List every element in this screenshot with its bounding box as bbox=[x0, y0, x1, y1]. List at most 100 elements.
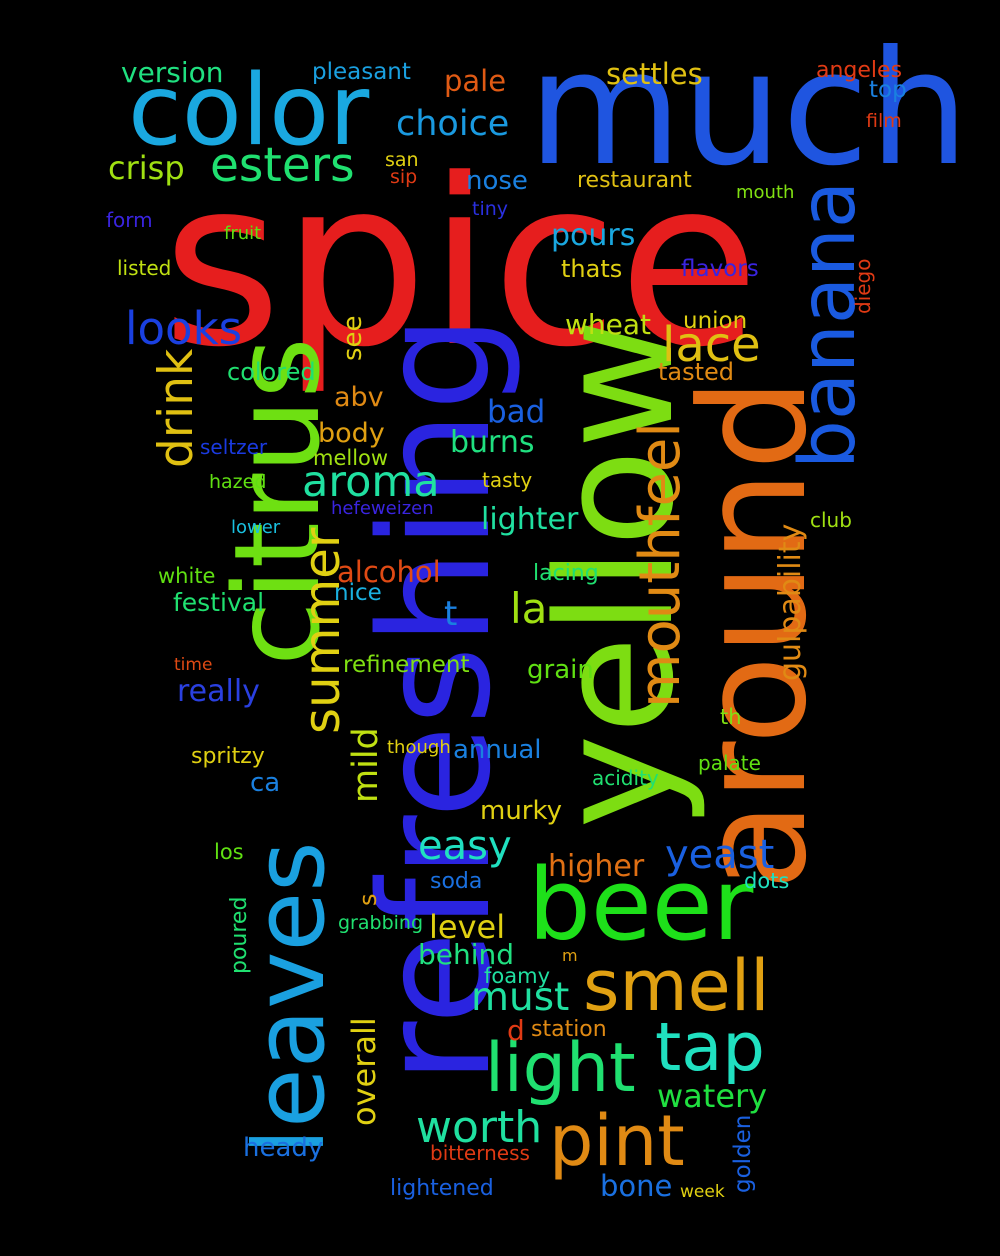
word-lacing: lacing bbox=[533, 561, 599, 586]
word-lightened: lightened bbox=[390, 1176, 494, 1201]
word-abv: abv bbox=[334, 382, 384, 413]
word-version: version bbox=[121, 56, 224, 89]
word-smell: smell bbox=[583, 945, 770, 1027]
word-station: station bbox=[531, 1017, 607, 1042]
word-watery: watery bbox=[657, 1077, 768, 1115]
word-mild: mild bbox=[346, 727, 386, 803]
word-pint: pint bbox=[549, 1100, 685, 1182]
word-color: color bbox=[128, 54, 370, 168]
word-pleasant: pleasant bbox=[312, 59, 411, 85]
word-hefeweizen: hefeweizen bbox=[331, 498, 434, 519]
word-bad: bad bbox=[487, 394, 546, 430]
word-hazed: hazed bbox=[209, 471, 267, 493]
word-pours: pours bbox=[551, 218, 636, 253]
word-m: m bbox=[562, 946, 578, 965]
word-dots: dots bbox=[744, 869, 790, 893]
word-yeast: yeast bbox=[665, 832, 775, 878]
word-wheat: wheat bbox=[565, 308, 652, 341]
word-light: light bbox=[485, 1029, 636, 1108]
word-film: film bbox=[866, 110, 902, 132]
word-seltzer: seltzer bbox=[200, 435, 268, 459]
word-really: really bbox=[177, 674, 260, 709]
word-th: th bbox=[720, 705, 742, 729]
word-annual: annual bbox=[453, 735, 542, 765]
word-tap: tap bbox=[655, 1008, 765, 1086]
word-lace: lace bbox=[662, 317, 761, 373]
word-fruit: fruit bbox=[224, 223, 262, 244]
word-easy: easy bbox=[418, 823, 512, 869]
word-leaves: leaves bbox=[233, 841, 346, 1155]
word-much: much bbox=[528, 17, 970, 201]
word-club: club bbox=[810, 508, 852, 532]
word-crisp: crisp bbox=[108, 149, 185, 187]
word-nose: nose bbox=[466, 166, 528, 196]
word-listed: listed bbox=[117, 256, 172, 280]
word-poured: poured bbox=[227, 896, 252, 974]
word-esters: esters bbox=[210, 138, 355, 193]
word-lighter: lighter bbox=[481, 502, 579, 537]
word-tasty: tasty bbox=[482, 468, 533, 492]
word-top: top bbox=[869, 77, 907, 103]
word-choice: choice bbox=[396, 104, 510, 144]
word-sip: sip bbox=[390, 166, 418, 188]
word-san: san bbox=[385, 149, 419, 171]
word-gulpability: gulpability bbox=[773, 523, 808, 681]
word-burns: burns bbox=[450, 425, 535, 460]
word-pale: pale bbox=[444, 64, 507, 98]
word-time: time bbox=[174, 655, 213, 675]
word-white: white bbox=[158, 564, 216, 588]
word-drink: drink bbox=[149, 348, 204, 468]
word-la: la bbox=[510, 584, 548, 633]
word-tiny: tiny bbox=[472, 198, 509, 220]
word-thats: thats bbox=[561, 255, 623, 283]
word-festival: festival bbox=[173, 588, 265, 617]
word-tasted: tasted bbox=[658, 358, 735, 386]
word-aroma: aroma bbox=[302, 457, 440, 507]
word-foamy: foamy bbox=[484, 964, 550, 988]
word-murky: murky bbox=[480, 796, 563, 826]
word-looks: looks bbox=[125, 302, 243, 355]
word-diego: diego bbox=[851, 258, 875, 315]
word-restaurant: restaurant bbox=[577, 168, 692, 193]
word-acidity: acidity bbox=[592, 766, 659, 790]
word-palate: palate bbox=[698, 751, 761, 775]
word-colored: colored bbox=[227, 358, 316, 386]
word-overall: overall bbox=[345, 1017, 383, 1126]
word-t: t bbox=[444, 594, 458, 634]
word-bitterness: bitterness bbox=[430, 1141, 530, 1165]
word-behind: behind bbox=[418, 938, 515, 971]
word-heady: heady bbox=[243, 1133, 324, 1163]
word-mellow: mellow bbox=[313, 446, 389, 470]
word-level: level bbox=[429, 908, 506, 946]
word-angeles: angeles bbox=[816, 58, 903, 83]
word-soda: soda bbox=[430, 869, 483, 894]
word-settles: settles bbox=[606, 57, 703, 91]
word-flavors: flavors bbox=[681, 256, 759, 282]
word-beer: beer bbox=[528, 848, 754, 963]
word-bone: bone bbox=[600, 1169, 673, 1203]
word-form: form bbox=[106, 208, 153, 232]
word-spice: spice bbox=[162, 131, 760, 398]
word-worth: worth bbox=[416, 1102, 543, 1153]
word-lower: lower bbox=[231, 517, 281, 538]
word-week: week bbox=[680, 1182, 725, 1202]
word-see: see bbox=[338, 315, 368, 361]
word-mouth: mouth bbox=[736, 182, 795, 203]
word-must: must bbox=[471, 975, 570, 1020]
word-union: union bbox=[683, 308, 748, 334]
word-ca: ca bbox=[250, 768, 281, 798]
word-grain: grain bbox=[527, 655, 594, 685]
word-golden: golden bbox=[730, 1114, 756, 1193]
word-d: d bbox=[507, 1014, 525, 1047]
word-refinement: refinement bbox=[343, 652, 470, 678]
word-alcohol: alcohol bbox=[337, 555, 441, 589]
word-nice: nice bbox=[334, 580, 382, 606]
word-banana: banana bbox=[784, 180, 873, 469]
word-spritzy: spritzy bbox=[191, 744, 265, 769]
word-mouthfeel: mouthfeel bbox=[628, 422, 693, 708]
word-though: though bbox=[387, 737, 451, 758]
word-grabbing: grabbing bbox=[338, 912, 424, 934]
word-los: los bbox=[214, 840, 244, 864]
word-s: s bbox=[354, 893, 382, 906]
